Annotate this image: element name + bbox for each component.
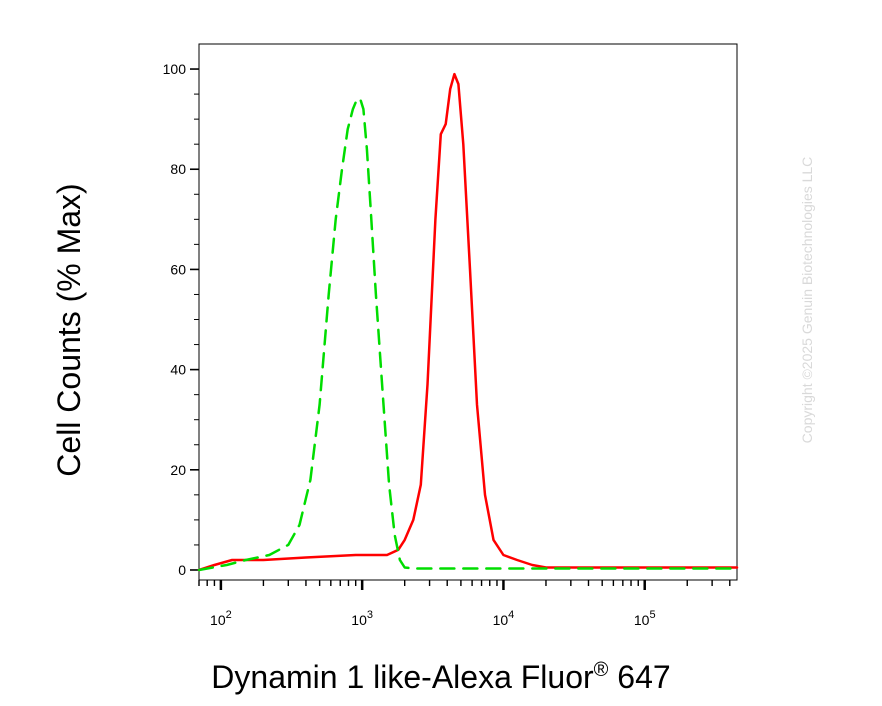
series-line-dashed-green — [197, 97, 739, 572]
y-tick-label: 0 — [178, 562, 186, 578]
x-axis-title-suffix: 647 — [608, 659, 670, 695]
x-tick-label: 105 — [634, 609, 656, 628]
x-axis-title-superscript: ® — [594, 659, 609, 681]
y-tick-label: 100 — [163, 61, 187, 77]
y-tick-label: 60 — [170, 261, 186, 277]
y-tick-label: 20 — [170, 462, 186, 478]
series-layer — [197, 72, 739, 572]
y-axis: 0 20 40 60 80 100 — [163, 61, 199, 578]
copyright-watermark: Copyright ©2025 Genuin Biotechnologies L… — [799, 157, 815, 444]
series-line-solid-red — [197, 72, 739, 572]
x-tick-label: 104 — [493, 609, 515, 628]
x-axis-title-main: Dynamin 1 like-Alexa Fluor — [211, 659, 594, 695]
x-axis-title: Dynamin 1 like-Alexa Fluor® 647 — [211, 659, 670, 695]
y-tick-label: 80 — [170, 161, 186, 177]
y-tick-label: 40 — [170, 362, 186, 378]
plot-frame — [198, 43, 738, 581]
x-tick-label: 102 — [210, 609, 232, 628]
y-axis-title: Cell Counts (% Max) — [51, 183, 87, 476]
plot-area — [198, 43, 738, 581]
x-tick-label: 103 — [351, 609, 373, 628]
x-axis: 102 103 104 105 — [198, 580, 731, 628]
